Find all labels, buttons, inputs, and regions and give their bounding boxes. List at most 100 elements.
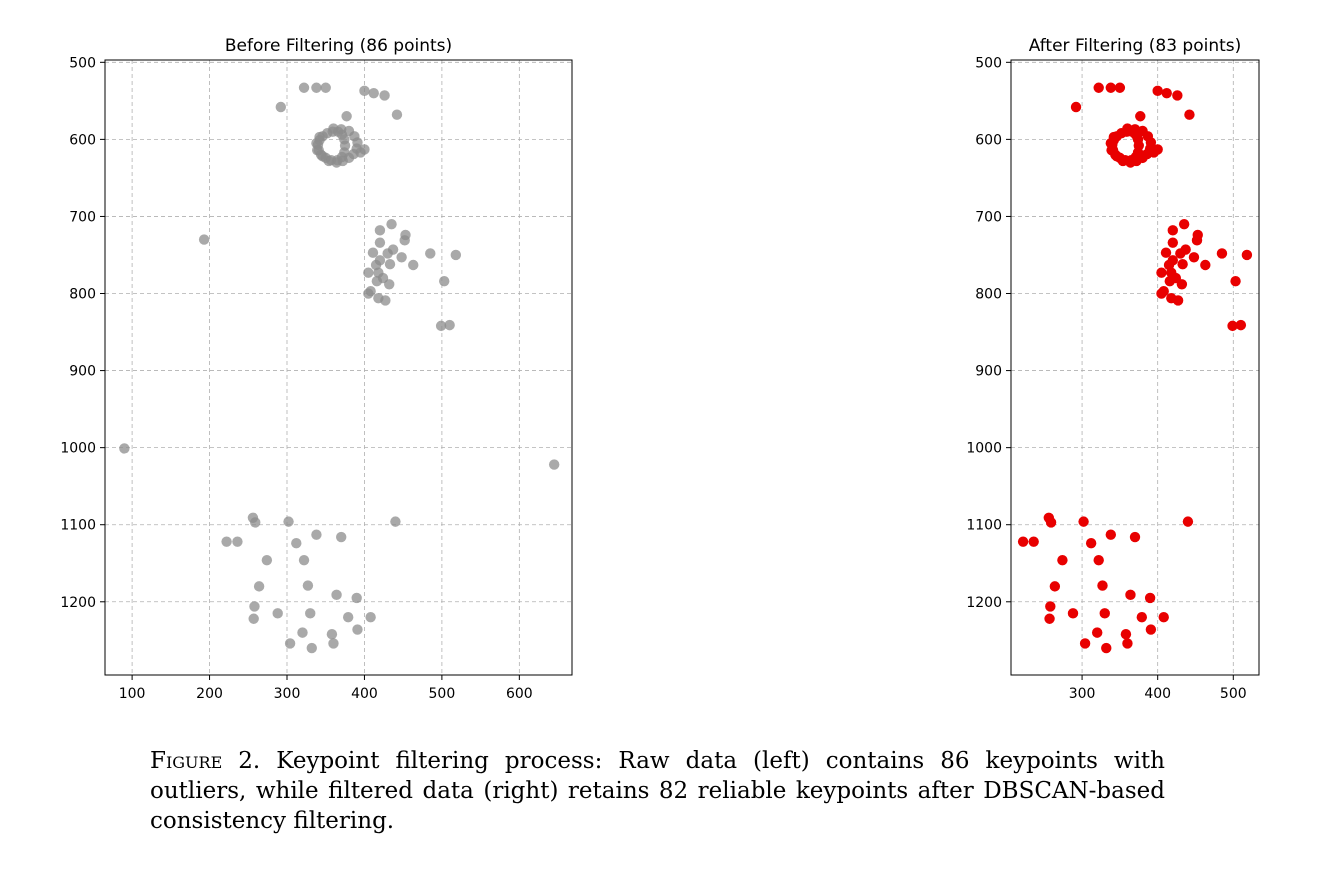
data-point [1017, 536, 1029, 547]
data-point [1144, 592, 1156, 604]
data-point [1049, 581, 1061, 592]
data-point [444, 319, 455, 331]
data-point [1148, 147, 1160, 158]
y-tick-label: 500 [975, 55, 1002, 71]
data-point [439, 275, 450, 287]
data-point [1078, 516, 1089, 527]
data-point [298, 82, 310, 93]
data-point [339, 134, 350, 145]
data-point [1093, 82, 1104, 93]
data-point [331, 589, 342, 601]
data-point [1167, 225, 1179, 236]
data-point [1097, 580, 1108, 591]
data-point [450, 249, 462, 261]
data-point [1158, 611, 1169, 623]
data-point [336, 124, 347, 135]
data-point [1167, 237, 1179, 248]
data-point [1085, 538, 1097, 549]
x-tick-label: 300 [1069, 686, 1096, 702]
data-point [1188, 252, 1200, 263]
data-point [425, 248, 436, 259]
y-tick-label: 1000 [60, 441, 96, 457]
data-point [331, 157, 342, 168]
data-point [1099, 608, 1110, 619]
data-point [250, 517, 261, 528]
x-tick-label: 500 [429, 686, 456, 702]
data-point [1122, 123, 1133, 134]
data-point [1105, 529, 1117, 540]
data-point [328, 123, 339, 134]
data-point [355, 147, 366, 158]
data-point [342, 611, 354, 623]
data-point [1200, 259, 1211, 271]
y-tick-label: 1000 [966, 441, 1002, 457]
data-point [326, 628, 338, 640]
data-point [371, 275, 383, 287]
data-point [298, 554, 310, 566]
data-point [291, 538, 302, 549]
data-point [1161, 87, 1172, 99]
x-tick-label: 300 [274, 686, 301, 702]
data-point [1108, 131, 1120, 143]
data-point [1230, 275, 1241, 287]
data-point [396, 252, 407, 263]
data-point [1028, 536, 1039, 547]
data-point [1235, 319, 1247, 331]
caption-lead: Figure 2. [150, 748, 261, 774]
data-point [311, 82, 322, 93]
data-point [306, 642, 317, 654]
data-point [336, 531, 347, 543]
y-tick-label: 1100 [966, 518, 1002, 534]
data-point [1191, 235, 1203, 246]
data-point [1079, 638, 1091, 649]
data-point [328, 638, 339, 649]
data-point [1156, 267, 1167, 278]
data-point [548, 459, 560, 470]
data-point [1091, 627, 1103, 638]
panel-before-filtering: 100 200 300 400 500 600 500 600 700 800 900 1000 110… [60, 36, 573, 702]
data-point [1093, 554, 1104, 566]
data-point [1175, 248, 1186, 259]
data-point [374, 237, 386, 248]
panel-after-filtering: 300 400 500 500 600 700 800 900 1000 1100 1200 Afte… [966, 36, 1260, 702]
data-point [1182, 516, 1194, 527]
y-tick-label: 800 [69, 287, 96, 303]
data-point [1178, 218, 1190, 230]
data-point [261, 554, 273, 566]
data-point [1045, 517, 1057, 528]
data-point [408, 259, 419, 271]
data-point [1176, 279, 1188, 290]
data-point [119, 443, 130, 454]
data-point [275, 101, 287, 113]
x-tick-label: 400 [1144, 686, 1171, 702]
data-point [384, 259, 396, 270]
data-point [382, 248, 393, 259]
y-tick-label: 600 [69, 132, 96, 148]
data-point [1184, 109, 1195, 120]
data-point [1156, 288, 1167, 299]
y-tick-label: 900 [975, 364, 1002, 380]
data-point [363, 288, 374, 299]
data-point [1136, 611, 1148, 623]
data-point [283, 516, 294, 527]
data-point [1172, 295, 1184, 306]
data-point [341, 111, 352, 122]
data-point [1177, 259, 1188, 270]
data-point [297, 627, 308, 638]
data-point [1105, 82, 1117, 93]
data-point [1145, 624, 1157, 635]
y-tick-label: 1200 [60, 595, 96, 611]
data-point [232, 536, 243, 547]
data-point [1045, 601, 1056, 612]
data-point [284, 638, 296, 649]
y-tick-label: 500 [69, 55, 96, 71]
data-point [1125, 589, 1136, 601]
data-point [390, 516, 401, 527]
data-point [1070, 101, 1082, 113]
data-point [363, 267, 374, 278]
data-point [314, 131, 325, 143]
data-point [248, 613, 259, 624]
data-point [365, 611, 376, 623]
data-point [1122, 638, 1133, 649]
x-tick-label: 400 [351, 686, 378, 702]
